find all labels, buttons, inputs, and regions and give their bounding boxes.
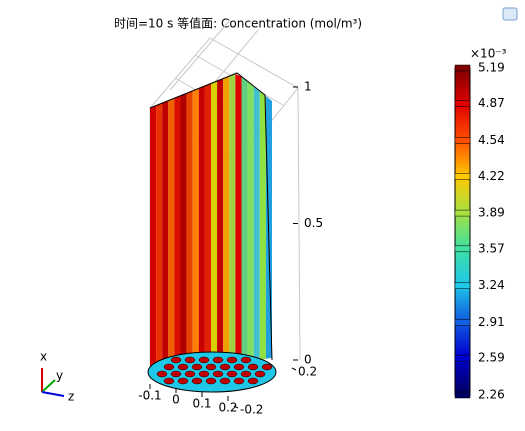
colorbar-tick-label: 4.22 [478,169,505,183]
axis-triad: x y z [40,350,74,404]
colorbar-level [454,64,471,72]
surface-stripe [156,103,163,373]
surface-stripe [198,86,205,372]
colorbar-tick-label: 3.24 [478,278,505,292]
bottom-cell [198,370,210,378]
bottom-cell [191,363,203,371]
bottom-cell [184,370,196,378]
colorbar-level [454,173,471,180]
bottom-cell [177,377,189,385]
surface-stripe [186,90,193,373]
x-tick-label: 0 [172,393,180,407]
surface-stripe [223,76,230,368]
bottom-cell [163,363,175,371]
bottom-cell [170,370,182,378]
chart-title: 时间=10 s 等值面: Concentration (mol/m³) [114,16,362,31]
y-tick [291,367,297,371]
bottom-cell [233,363,245,371]
colorbar-tick-label: 4.87 [478,96,505,110]
colorbar-tick-label: 3.57 [478,241,505,255]
colorbar-level [454,245,471,253]
colorbar-multiplier: ×10⁻³ [470,47,507,61]
surface-stripe [259,91,266,361]
bottom-cell [261,363,273,371]
triad-z-label: z [68,390,74,404]
z-tick-label: 0.5 [304,216,323,230]
bottom-cell [226,370,238,378]
bottom-cell [240,370,252,378]
surface-stripe [235,73,242,365]
colorbar-level [454,282,471,289]
surface-outline [149,72,273,361]
bottom-cell [240,356,252,364]
surface-stripe [180,93,187,373]
bottom-cell [212,356,224,364]
bottom-cell [226,356,238,364]
bottom-cell [170,356,182,364]
surface-stripe [247,81,254,363]
colorbar-level [454,391,471,399]
colorbar-tick-label: 2.91 [478,315,505,329]
colorbar-tick-label: 4.54 [478,133,505,147]
bottom-cell [205,363,217,371]
surface-stripe [217,78,224,369]
colorbar-tick-label: 2.26 [478,388,505,402]
y-tick-label: -0.2 [240,403,263,417]
surface-stripe [229,73,236,367]
bottom-cell [233,377,245,385]
bottom-cell [247,377,259,385]
triad-y-label: y [56,369,63,383]
bottom-cell [191,377,203,385]
triad-x-label: x [40,350,47,364]
x-tick-label: 0.1 [192,397,211,411]
bottom-cell [163,377,175,385]
colorbar-level [454,354,471,362]
y-tick-label: 0.2 [298,365,317,379]
bottom-cell [219,377,231,385]
colorbar-level [454,137,471,144]
bottom-cell [205,377,217,385]
bottom-cell [177,363,189,371]
colorbar [454,67,471,396]
surface-stripe [162,100,169,373]
bottom-cell [198,356,210,364]
surface-stripe [253,86,260,362]
surface-stripe [168,98,175,373]
z-tick-label: 0 [304,353,312,367]
colorbar-tick-label: 3.89 [478,206,505,220]
bottom-cell [184,356,196,364]
x-tick-label: -0.1 [138,389,161,403]
bottom-cell [247,363,259,371]
surface-stripe [150,105,157,372]
x-tick-label: 0.2 [218,401,237,415]
colorbar-tick-label: 2.59 [478,351,505,365]
surface-stripe [241,76,248,364]
toolbar-icon[interactable] [502,7,518,21]
surface-stripe [204,83,211,372]
colorbar-tick-label: 5.19 [478,61,505,75]
colorbar-level [454,209,471,217]
surface-stripe [211,81,218,370]
surface-stripe [174,95,181,373]
colorbar-level [454,100,471,107]
isosurface [149,72,273,373]
bottom-cell [212,370,224,378]
bottom-cell [156,370,168,378]
z-tick-label: 1 [304,80,312,94]
bottom-pattern [156,356,273,385]
bottom-cell [219,363,231,371]
colorbar-level [454,319,471,326]
surface-stripe [192,88,199,372]
bottom-cell [254,370,266,378]
y-tick [233,405,239,409]
